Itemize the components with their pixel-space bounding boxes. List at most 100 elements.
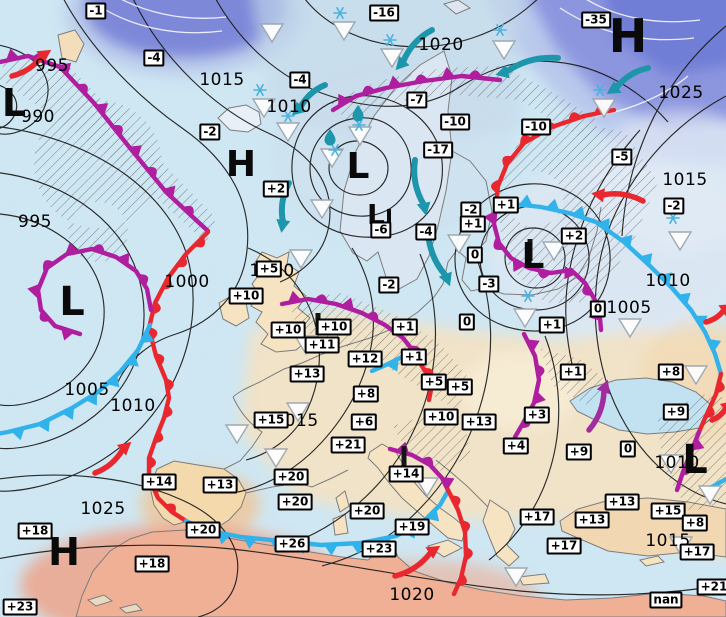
front-marker-semicircle [165, 378, 174, 392]
shower-triangle-icon [251, 98, 277, 119]
isobar-label: 1005 [606, 298, 652, 318]
snowflake-icon [593, 84, 607, 96]
front-warm-east-tail [696, 371, 725, 435]
isobar-label: 1010 [266, 97, 312, 117]
shower-triangle-icon [379, 48, 405, 69]
front-marker-semicircle [76, 83, 88, 96]
front-marker-triangle [60, 327, 75, 341]
front-marker-triangle [162, 185, 176, 199]
front-marker-triangle [243, 537, 258, 549]
temperature-box: +10 [423, 408, 459, 426]
flow-arrow-teal-icon [495, 54, 561, 79]
isobar-label: 1025 [80, 499, 126, 519]
temperature-box: +10 [228, 287, 264, 305]
flow-arrow-purple-icon [586, 379, 610, 433]
temperature-box: -2 [378, 276, 400, 294]
temperature-box: +3 [523, 406, 551, 424]
temperature-box: +13 [461, 413, 497, 431]
temperature-box: +2 [262, 180, 290, 198]
temperature-box: +17 [546, 537, 582, 555]
front-marker-triangle [323, 544, 338, 556]
front-warm-atlantic [146, 229, 211, 524]
isobar-label: 995 [18, 212, 52, 232]
temperature-box: nan [649, 591, 683, 609]
shower-triangle-icon [309, 199, 335, 220]
front-marker-triangle [338, 93, 351, 107]
shower-triangle-icon [512, 308, 538, 329]
temperature-box: -35 [581, 11, 611, 29]
temperature-box: +1 [459, 215, 487, 233]
front-marker-semicircle [490, 179, 499, 194]
pressure-center-letter: L [682, 437, 708, 483]
temperature-box: +9 [565, 443, 593, 461]
front-cold-atlantic-southwest [0, 322, 155, 441]
shower-triangle-icon [541, 241, 567, 262]
flow-arrow-red-icon [703, 304, 726, 325]
temperature-box: +23 [361, 540, 397, 558]
front-marker-semicircle [112, 125, 123, 137]
front-occluded-atlantic-spiral [27, 242, 154, 341]
front-marker-semicircle [91, 244, 105, 254]
temperature-box: +20 [185, 521, 221, 539]
isobar-label: 1010 [654, 453, 700, 473]
front-marker-triangle [11, 427, 25, 441]
temperature-box: +14 [388, 465, 424, 483]
temperature-box: -2 [663, 197, 685, 215]
front-marker-semicircle [450, 495, 461, 508]
temperature-box: +21 [696, 578, 726, 596]
temperature-box: +5 [255, 260, 283, 278]
isobar-label: 1000 [164, 272, 210, 292]
shower-triangle-icon [683, 365, 709, 386]
shower-triangle-icon [259, 23, 285, 44]
front-marker-semicircle [162, 277, 172, 290]
pressure-center-h: H [48, 533, 80, 571]
front-marker-semicircle [716, 379, 725, 394]
shower-triangle-icon [285, 402, 311, 423]
temperature-box: -17 [423, 141, 453, 159]
front-marker-triangle [564, 266, 577, 280]
front-marker-semicircle [154, 353, 165, 367]
shower-triangle-icon [288, 249, 314, 270]
snowflake-icon [383, 34, 397, 46]
front-marker-semicircle [568, 112, 582, 122]
front-marker-triangle [426, 508, 440, 522]
isobar-label: 1015 [645, 531, 691, 551]
temperature-box: +5 [420, 373, 448, 391]
temperature-box: 0 [458, 313, 476, 331]
front-marker-semicircle [414, 74, 429, 83]
temperature-box: +17 [679, 543, 715, 561]
temperature-box: +1 [391, 318, 419, 336]
front-marker-triangle [350, 542, 365, 555]
pressure-center-letter: H [608, 9, 648, 63]
front-marker-semicircle [152, 300, 161, 315]
flow-arrow-red-icon [92, 441, 132, 476]
temperature-box: +13 [604, 493, 640, 511]
temperature-box: 0 [619, 440, 637, 458]
temperature-box: +13 [574, 511, 610, 529]
front-marker-triangle [512, 258, 526, 273]
front-marker-triangle [708, 339, 722, 352]
temperature-box: +12 [347, 350, 383, 368]
temperature-box: +9 [662, 403, 690, 421]
front-marker-semicircle [366, 311, 379, 322]
temperature-box: +4 [502, 437, 530, 455]
front-marker-triangle [518, 194, 533, 207]
front-marker-triangle [106, 374, 120, 388]
trough-bar-icon [401, 446, 407, 468]
snowflake-icon [493, 24, 507, 36]
front-marker-triangle [387, 75, 402, 88]
temperature-box: +20 [277, 493, 313, 511]
raindrop-icon [352, 105, 364, 122]
shower-triangle-icon [591, 98, 617, 119]
front-marker-triangle [545, 198, 560, 211]
temperature-box: +13 [289, 365, 325, 383]
shower-triangle-icon [697, 485, 723, 506]
temperature-box: -5 [611, 148, 633, 166]
temperature-box: +13 [202, 476, 238, 494]
front-marker-semicircle [176, 255, 188, 268]
front-marker-semicircle [193, 236, 205, 248]
temperature-box: +6 [350, 413, 378, 431]
front-cold-east-main [510, 194, 724, 377]
